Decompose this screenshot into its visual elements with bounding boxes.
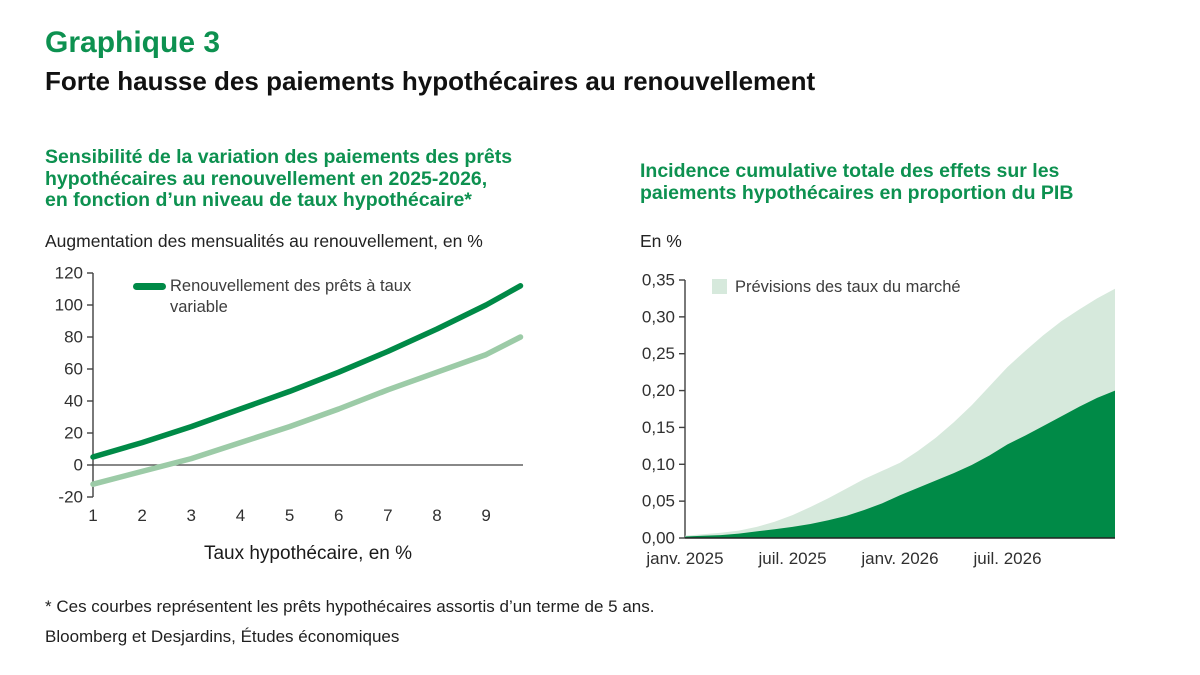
svg-text:0,05: 0,05 [642,492,675,511]
svg-text:1: 1 [88,506,97,525]
svg-text:0,00: 0,00 [642,529,675,548]
svg-text:-20: -20 [58,488,83,507]
right-chart-legend: Prévisions des taux du marché [712,277,961,298]
svg-text:janv. 2025: janv. 2025 [645,549,723,568]
svg-text:120: 120 [55,264,83,283]
svg-text:2: 2 [137,506,146,525]
variable-rate-legend-label: Renouvellement des prêts à taux variable [170,277,412,316]
svg-text:juil. 2026: juil. 2026 [972,549,1041,568]
left-chart-legend: Renouvellement des prêts à taux variable [133,276,442,318]
market-rates-legend-label: Prévisions des taux du marché [735,278,961,296]
svg-text:9: 9 [481,506,490,525]
market-rates-area-swatch [712,279,727,294]
svg-text:0,25: 0,25 [642,344,675,363]
svg-text:7: 7 [383,506,392,525]
figure-title: Forte hausse des paiements hypothécaires… [45,66,816,96]
svg-text:0,35: 0,35 [642,271,675,290]
variable-rate-line-swatch [133,283,166,290]
svg-text:3: 3 [187,506,196,525]
footnote-asterisk: * Ces courbes représentent les prêts hyp… [45,597,655,616]
left-chart-title-line1: Sensibilité de la variation des paiement… [45,146,513,168]
svg-text:5: 5 [285,506,294,525]
cumulative-impact-area-chart: 0,00 0,05 0,10 0,15 0,20 0,25 0,30 0,35 janv. 20… [642,271,1115,568]
svg-text:80: 80 [64,328,83,347]
left-chart-title-line3: en fonction d’un niveau de taux hypothéc… [45,189,472,211]
svg-text:0,15: 0,15 [642,418,675,437]
figure-number: Graphique 3 [45,26,221,59]
right-chart-units-label: En % [640,231,682,251]
svg-text:0,20: 0,20 [642,381,675,400]
svg-text:0,30: 0,30 [642,307,675,326]
left-chart-title: Sensibilité de la variation des paiement… [45,146,605,212]
svg-text:4: 4 [236,506,245,525]
svg-text:20: 20 [64,424,83,443]
right-chart-title-line1: Incidence cumulative totale des effets s… [640,160,1060,182]
source-line: Bloomberg et Desjardins, Études économiq… [45,627,400,646]
right-chart-title: Incidence cumulative totale des effets s… [640,160,1170,204]
sensitivity-line-chart: -20 0 20 40 60 80 100 120 1 2 3 4 5 6 7 8 9 Taux hypothéc… [55,264,524,564]
svg-text:40: 40 [64,392,83,411]
left-chart-units-label: Augmentation des mensualités au renouvel… [45,231,483,251]
svg-text:janv. 2026: janv. 2026 [860,549,938,568]
svg-text:juil. 2025: juil. 2025 [757,549,826,568]
svg-text:8: 8 [432,506,441,525]
svg-text:0,10: 0,10 [642,455,675,474]
svg-text:0: 0 [74,456,83,475]
right-chart-title-line2: paiements hypothécaires en proportion du… [640,181,1074,204]
svg-text:Taux hypothécaire, en %: Taux hypothécaire, en % [204,543,412,564]
svg-text:100: 100 [55,296,83,315]
svg-text:60: 60 [64,360,83,379]
svg-text:6: 6 [334,506,343,525]
left-chart-title-line2: hypothécaires au renouvellement en 2025-… [45,167,488,190]
